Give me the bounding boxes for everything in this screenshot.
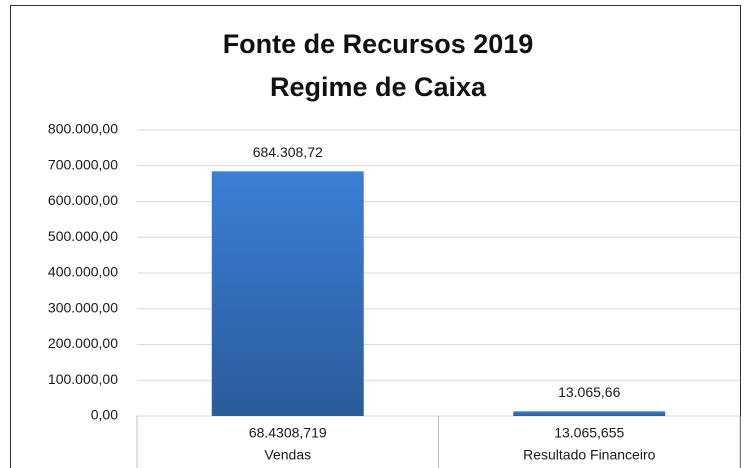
data-label: 13.065,66 <box>558 384 620 400</box>
chart-title: Fonte de Recursos 2019 <box>223 29 534 59</box>
data-label: 684.308,72 <box>253 144 323 160</box>
x-tick-label: Resultado Financeiro <box>523 447 656 463</box>
y-tick-label: 700.000,00 <box>48 156 118 172</box>
y-tick-label: 800.000,00 <box>48 121 118 137</box>
y-tick-label: 300.000,00 <box>48 299 118 315</box>
y-tick-label: 0,00 <box>91 407 118 423</box>
y-tick-label: 400.000,00 <box>48 264 118 280</box>
bar <box>211 171 364 416</box>
y-tick-label: 100.000,00 <box>48 371 118 387</box>
x-tick-label: 68.4308,719 <box>249 425 327 441</box>
x-tick-label: Vendas <box>264 447 311 463</box>
y-tick-label: 500.000,00 <box>48 228 118 244</box>
y-tick-label: 600.000,00 <box>48 192 118 208</box>
y-tick-label: 200.000,00 <box>48 335 118 351</box>
bar <box>513 411 666 416</box>
chart-subtitle: Regime de Caixa <box>270 72 487 102</box>
x-tick-label: 13.065,655 <box>554 425 624 441</box>
